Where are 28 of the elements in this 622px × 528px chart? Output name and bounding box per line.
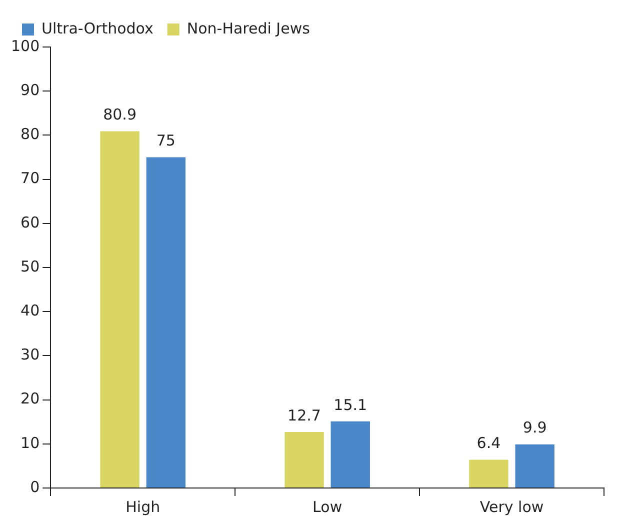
y-tick-label: 30 <box>20 346 40 364</box>
y-tick-label: 20 <box>20 390 40 408</box>
legend-label: Ultra-Orthodox <box>42 19 154 38</box>
x-tick-label: High <box>126 498 160 516</box>
bar <box>146 157 186 488</box>
bar <box>330 421 370 488</box>
y-tick-label: 10 <box>20 434 40 452</box>
bar <box>469 460 508 488</box>
bar <box>100 131 140 488</box>
data-label: 9.9 <box>522 418 547 437</box>
y-tick-label: 0 <box>30 478 40 496</box>
bar <box>515 444 554 488</box>
y-tick-label: 40 <box>20 301 40 320</box>
y-tick-label: 70 <box>20 169 40 188</box>
x-tick-label: Very low <box>480 498 544 516</box>
y-tick-label: 100 <box>10 36 40 55</box>
data-label: 6.4 <box>476 434 501 452</box>
data-label: 12.7 <box>288 406 321 424</box>
x-tick-label: Low <box>312 498 342 516</box>
legend-label: Non-Haredi Jews <box>186 19 310 38</box>
y-tick-label: 80 <box>20 125 40 144</box>
y-tick-label: 60 <box>20 213 40 232</box>
y-tick-label: 90 <box>20 80 40 99</box>
data-label: 80.9 <box>103 106 137 124</box>
bar <box>284 432 324 488</box>
data-label: 15.1 <box>334 396 368 414</box>
y-tick-label: 50 <box>20 257 40 276</box>
data-label: 75 <box>156 132 176 150</box>
